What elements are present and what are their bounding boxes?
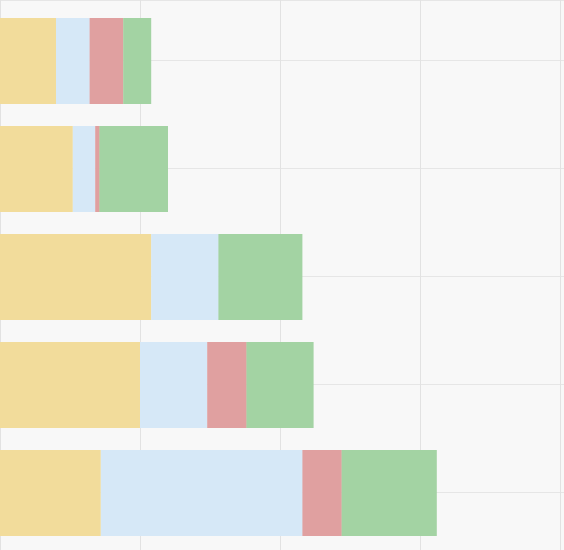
bar-segment-5-2 — [100, 450, 303, 536]
bar-segment-3-4 — [218, 234, 303, 320]
bar-segment-3-2 — [151, 234, 219, 320]
bar-segment-2-3 — [95, 126, 100, 212]
bar-segment-4-3 — [207, 342, 247, 428]
bar-segment-5-3 — [302, 450, 342, 536]
bar-segment-1-2 — [56, 18, 90, 104]
bar-segment-4-1 — [0, 342, 140, 428]
bar-segment-3-1 — [0, 234, 152, 320]
bar-segment-1-4 — [123, 18, 152, 104]
bar-segment-4-2 — [140, 342, 208, 428]
bar-segment-5-1 — [0, 450, 101, 536]
bar-segment-2-4 — [99, 126, 168, 212]
bar-segment-2-2 — [72, 126, 96, 212]
bar-segment-4-4 — [246, 342, 314, 428]
bar-segment-1-1 — [0, 18, 56, 104]
bar-segment-5-4 — [341, 450, 437, 536]
bar-segment-2-1 — [0, 126, 73, 212]
bars-layer — [0, 18, 437, 536]
bar-segment-1-3 — [89, 18, 124, 104]
